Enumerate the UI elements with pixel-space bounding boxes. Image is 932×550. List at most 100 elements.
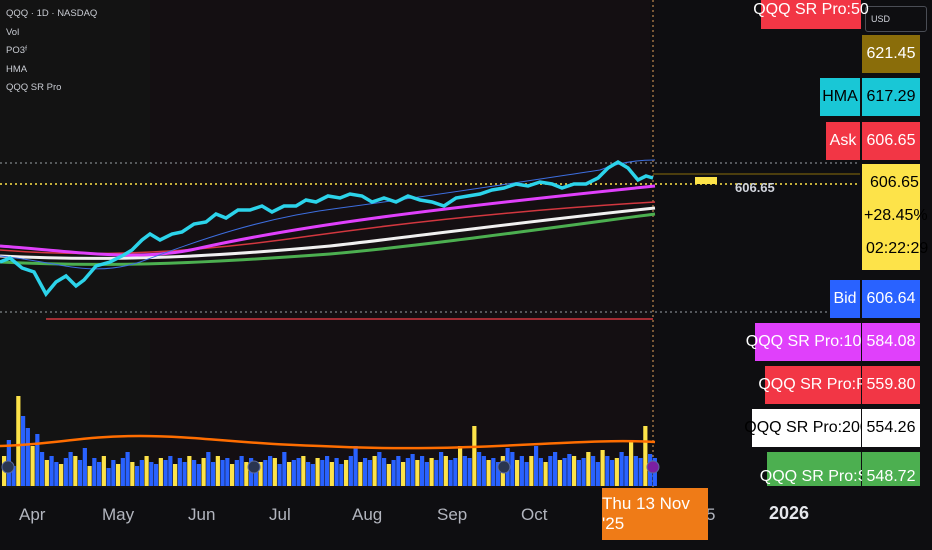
projection-marker [695, 177, 717, 184]
volume-bar [329, 462, 334, 486]
volume-bar [348, 456, 353, 486]
volume-bar [638, 458, 643, 486]
volume-bar [396, 456, 401, 486]
overlapping-level-text: 606.65 [735, 180, 775, 195]
last-price-block: 606.65 +28.45% 02:22:29 [862, 164, 928, 270]
volume-bar [586, 452, 591, 486]
volume-bar [44, 460, 49, 486]
volume-bar [182, 462, 187, 486]
volume-ma-line [0, 434, 656, 450]
srR-label: QQQ SR Pro:R [758, 366, 868, 404]
srS-label: QQQ SR Pro:S [760, 452, 868, 486]
volume-bar [144, 456, 149, 486]
volume-bar [515, 460, 520, 486]
volume-bar [192, 460, 197, 486]
volume-bar [220, 460, 225, 486]
volume-bar [534, 446, 539, 486]
volume-bar [434, 460, 439, 486]
volume-bar [173, 464, 178, 486]
volume-bar [519, 456, 524, 486]
volume-bar [420, 456, 425, 486]
price-change-percent: +28.45% [864, 207, 928, 224]
volume-bar [154, 464, 159, 486]
volume-bar [163, 460, 168, 486]
volume-bar [35, 434, 40, 486]
volume-bar [472, 426, 477, 486]
volume-bar [610, 460, 615, 486]
volume-bar [367, 460, 372, 486]
volume-bar [63, 458, 68, 486]
volume-bar [543, 462, 548, 486]
legend-po3[interactable]: PO3ᶠ [6, 45, 28, 56]
volume-bar [101, 456, 106, 486]
dividend-marker-icon[interactable] [646, 460, 660, 474]
legend-sr-pro[interactable]: QQQ SR Pro [6, 82, 62, 93]
volume-bar [591, 456, 596, 486]
bid-label: Bid [830, 280, 860, 318]
legend-symbol[interactable]: QQQ · 1D · NASDAQ [6, 8, 98, 19]
volume-bar [386, 464, 391, 486]
volume-bar [614, 458, 619, 486]
ma-blue-line [0, 159, 656, 270]
volume-bar [557, 460, 562, 486]
time-cursor-label: Thu 13 Nov '25 [602, 488, 708, 540]
volume-bar [291, 460, 296, 486]
volume-bar [424, 462, 429, 486]
volume-bar [130, 462, 135, 486]
volume-bar [120, 458, 125, 486]
volume-bar [310, 464, 315, 486]
volume-bar [139, 460, 144, 486]
volume-bar [624, 456, 629, 486]
ma-white-line [0, 206, 656, 260]
volume-bar [272, 458, 277, 486]
volume-bar [21, 416, 26, 486]
volume-bar [529, 456, 534, 486]
volume-bar [253, 466, 258, 486]
partial-date-label: 5 [706, 505, 716, 524]
volume-bar [225, 458, 230, 486]
time-axis[interactable]: Apr May Jun Jul Aug Sep Oct 5 2026 [0, 488, 932, 550]
volume-bar [125, 452, 130, 486]
volume-bar [339, 464, 344, 486]
dividend-marker-icon[interactable] [1, 460, 15, 474]
month-jul: Jul [269, 505, 291, 524]
sr200-price-tag: 554.26 [862, 409, 920, 447]
ask-price-tag: 606.65 [862, 122, 920, 160]
volume-bar [643, 426, 648, 486]
ma-green-line [0, 212, 656, 266]
currency-selector[interactable]: USD [865, 6, 927, 32]
dividend-marker-icon[interactable] [247, 460, 261, 474]
srS-price-tag: 548.72 [862, 452, 920, 486]
year-label: 2026 [769, 503, 810, 523]
volume-bar [168, 456, 173, 486]
volume-bar [78, 460, 83, 486]
volume-bar [401, 462, 406, 486]
volume-bar [296, 458, 301, 486]
dividend-marker-icon[interactable] [497, 460, 511, 474]
legend-volume[interactable]: Vol [6, 26, 20, 38]
volume-bar [548, 456, 553, 486]
volume-bar [320, 460, 325, 486]
volume-bar [429, 458, 434, 486]
volume-bar [59, 464, 64, 486]
volume-bar [230, 464, 235, 486]
month-may: May [102, 505, 135, 524]
legend-hma[interactable]: HMA [6, 63, 28, 75]
volume-bar [415, 460, 420, 486]
volume-bar [325, 456, 330, 486]
volume-bar [344, 460, 349, 486]
volume-bar [363, 458, 368, 486]
volume-bar [576, 460, 581, 486]
volume-bar [82, 448, 87, 486]
volume-bar [268, 456, 273, 486]
volume-bar [111, 460, 116, 486]
bid-price-tag: 606.64 [862, 280, 920, 318]
volume-bar [16, 396, 21, 486]
volume-bar [595, 462, 600, 486]
volume-bar [605, 456, 610, 486]
volume-bar [282, 452, 287, 486]
sr200-label: QQQ SR Pro:200 [744, 409, 869, 447]
volume-bar [92, 458, 97, 486]
